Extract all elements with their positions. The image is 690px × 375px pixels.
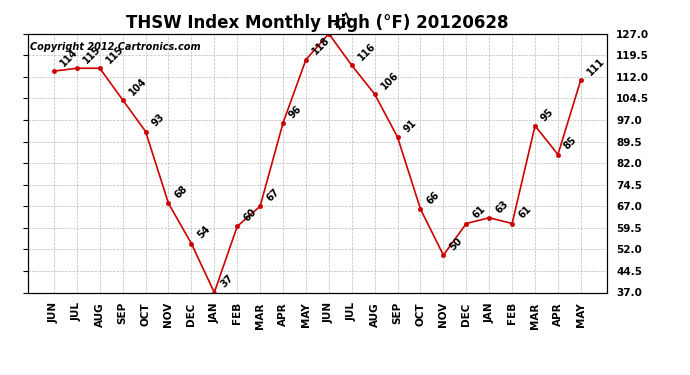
Text: 61: 61 xyxy=(516,204,533,221)
Text: 115: 115 xyxy=(104,44,126,66)
Title: THSW Index Monthly High (°F) 20120628: THSW Index Monthly High (°F) 20120628 xyxy=(126,14,509,32)
Text: 95: 95 xyxy=(539,106,556,123)
Text: 111: 111 xyxy=(585,56,607,77)
Text: 67: 67 xyxy=(264,187,281,204)
Text: 106: 106 xyxy=(379,70,400,92)
Text: 91: 91 xyxy=(402,118,418,135)
Text: 61: 61 xyxy=(471,204,487,221)
Text: 114: 114 xyxy=(58,47,79,68)
Text: 63: 63 xyxy=(493,198,510,215)
Text: 60: 60 xyxy=(241,207,258,224)
Text: Copyright 2012 Cartronics.com: Copyright 2012 Cartronics.com xyxy=(30,42,201,51)
Text: 93: 93 xyxy=(150,112,166,129)
Text: 50: 50 xyxy=(448,236,464,252)
Text: 54: 54 xyxy=(195,224,213,241)
Text: 116: 116 xyxy=(356,41,377,63)
Text: 96: 96 xyxy=(287,104,304,120)
Text: 68: 68 xyxy=(172,184,189,201)
Text: 115: 115 xyxy=(81,44,102,66)
Text: 66: 66 xyxy=(424,190,442,206)
Text: 118: 118 xyxy=(310,35,332,57)
Text: 37: 37 xyxy=(219,273,235,290)
Text: 127: 127 xyxy=(333,10,355,31)
Text: 85: 85 xyxy=(562,135,579,152)
Text: 104: 104 xyxy=(127,76,148,97)
